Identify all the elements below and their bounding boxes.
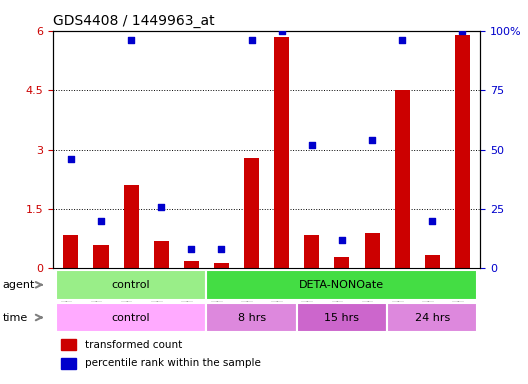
Point (157, 204, 165, 210)
Text: GDS4408 / 1449963_at: GDS4408 / 1449963_at (53, 14, 214, 28)
Text: 24 hrs: 24 hrs (414, 313, 450, 323)
Point (278, 28, 286, 34)
Point (428, 218, 437, 224)
Point (127, 37, 135, 43)
Bar (297, 303, 387, 332)
Bar (425, 255, 440, 268)
Bar (184, 260, 199, 268)
Bar (63, 235, 78, 268)
Text: transformed count: transformed count (85, 340, 182, 350)
Bar (206, 270, 477, 300)
Text: 15 hrs: 15 hrs (324, 313, 360, 323)
Bar (61, 339, 77, 350)
Bar (364, 233, 380, 268)
Point (67, 156, 75, 162)
Bar (394, 90, 410, 268)
Point (458, 28, 467, 34)
Text: time: time (3, 313, 28, 323)
Point (338, 237, 346, 243)
Bar (304, 235, 319, 268)
Bar (274, 36, 289, 268)
Bar (93, 245, 109, 268)
Bar (56, 303, 206, 332)
Point (187, 247, 195, 253)
Point (217, 247, 225, 253)
Bar (154, 241, 169, 268)
Bar (387, 303, 477, 332)
Text: 8 hrs: 8 hrs (238, 313, 266, 323)
Bar (214, 263, 229, 268)
Bar (124, 185, 139, 268)
Point (398, 37, 407, 43)
Bar (455, 35, 470, 268)
Bar (61, 358, 77, 369)
Text: percentile rank within the sample: percentile rank within the sample (85, 358, 261, 368)
Point (247, 37, 256, 43)
Bar (206, 303, 297, 332)
Text: agent: agent (3, 280, 35, 290)
Bar (334, 257, 350, 268)
Text: control: control (112, 280, 150, 290)
Point (97, 218, 105, 224)
Text: DETA-NONOate: DETA-NONOate (299, 280, 384, 290)
Point (308, 142, 316, 148)
Bar (56, 270, 206, 300)
Point (368, 137, 376, 143)
Text: control: control (112, 313, 150, 323)
Bar (244, 157, 259, 268)
